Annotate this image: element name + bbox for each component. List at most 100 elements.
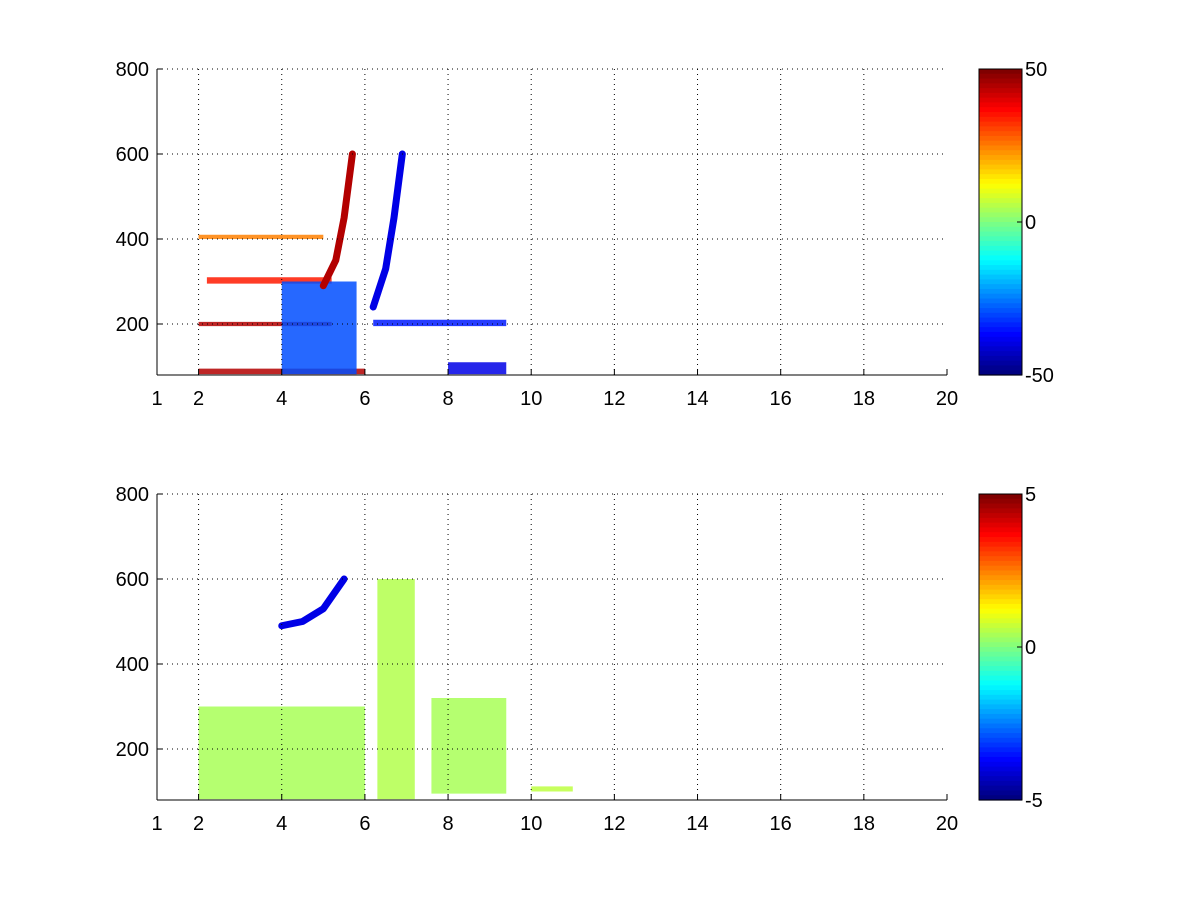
- colorbar-step: [979, 107, 1022, 113]
- x-tick-label: 16: [770, 388, 792, 410]
- colorbar-step: [979, 517, 1022, 524]
- colorbar-step: [979, 551, 1022, 557]
- colorbar-step: [979, 169, 1022, 175]
- colorbar-step: [979, 699, 1022, 705]
- colorbar-step: [979, 260, 1022, 266]
- colorbar-step: [979, 570, 1022, 576]
- colorbar-step: [979, 618, 1022, 624]
- colorbar-step: [979, 704, 1022, 710]
- colorbar-step: [979, 752, 1022, 758]
- x-tick-label: 8: [442, 813, 453, 835]
- colorbar-step: [979, 178, 1022, 185]
- x-tick-label: 16: [770, 813, 792, 835]
- colorbar-tick-label: 50: [1025, 59, 1047, 81]
- heatmap-band-3: [206, 277, 332, 284]
- colorbar-step: [979, 102, 1022, 108]
- colorbar-step: [979, 556, 1022, 562]
- colorbar-step: [979, 709, 1022, 715]
- colorbar-step: [979, 351, 1022, 357]
- colorbar-step: [979, 532, 1022, 538]
- colorbar-step: [979, 680, 1022, 686]
- colorbar-step: [979, 346, 1022, 352]
- heatmap-block-9: [448, 362, 507, 375]
- colorbar-step: [979, 589, 1022, 596]
- colorbar-step: [979, 112, 1022, 118]
- x-tick-label: 10: [520, 813, 542, 835]
- colorbar-step: [979, 756, 1022, 763]
- colorbar-step: [979, 265, 1022, 271]
- colorbar-step: [979, 97, 1022, 104]
- colorbar-step: [979, 312, 1022, 319]
- colorbar-step: [979, 135, 1022, 142]
- colorbar-step: [979, 73, 1022, 80]
- colorbar-step: [979, 766, 1022, 772]
- colorbar-step: [979, 198, 1022, 204]
- colorbar-step: [979, 761, 1022, 768]
- colorbar-step: [979, 594, 1022, 600]
- colorbar-step: [979, 785, 1022, 792]
- colorbar-step: [979, 131, 1022, 137]
- colorbar-step: [979, 742, 1022, 749]
- colorbar-step: [979, 575, 1022, 581]
- colorbar-tick-label: 5: [1025, 484, 1036, 506]
- heatmap-block-3: [377, 579, 415, 800]
- plot-area: [157, 69, 947, 375]
- colorbar-step: [979, 226, 1022, 233]
- colorbar-step: [979, 231, 1022, 237]
- colorbar-step: [979, 164, 1022, 171]
- heatmap-band-1: [198, 321, 332, 327]
- colorbar-step: [979, 217, 1022, 223]
- colorbar-step: [979, 183, 1022, 190]
- colorbar-step: [979, 690, 1022, 696]
- colorbar-step: [979, 771, 1022, 777]
- heatmap-curve-2: [278, 575, 348, 630]
- grid-layer: [157, 68, 947, 375]
- y-tick-label: 200: [116, 739, 149, 761]
- colorbar-step: [979, 150, 1022, 156]
- colorbar-step: [979, 288, 1022, 295]
- colorbar-step: [979, 370, 1022, 376]
- colorbar-step: [979, 88, 1022, 94]
- colorbar-step: [979, 623, 1022, 629]
- colorbar-step: [979, 666, 1022, 672]
- x-tick-label: 2: [193, 813, 204, 835]
- x-tick-label: 14: [686, 388, 708, 410]
- colorbar-tick-label: 0: [1025, 212, 1036, 234]
- y-tick-label: 400: [116, 229, 149, 251]
- colorbar-step: [979, 522, 1022, 529]
- colorbar-step: [979, 608, 1022, 615]
- colorbar-step: [979, 293, 1022, 300]
- colorbar-step: [979, 613, 1022, 619]
- colorbar-step: [979, 651, 1022, 658]
- x-tick-label: 12: [603, 813, 625, 835]
- heatmap-block-4: [431, 698, 507, 794]
- y-tick-label: 800: [116, 59, 149, 81]
- x-tick-label: 18: [853, 388, 875, 410]
- colorbar-step: [979, 365, 1022, 371]
- colorbar-step: [979, 795, 1022, 801]
- x-tick-label: 6: [359, 388, 370, 410]
- colorbar-step: [979, 541, 1022, 548]
- x-tick-label: 6: [359, 813, 370, 835]
- x-tick-label: 4: [276, 813, 287, 835]
- colorbar-step: [979, 728, 1022, 734]
- colorbar-step: [979, 675, 1022, 682]
- colorbar-step: [979, 327, 1022, 333]
- colorbar-step: [979, 508, 1022, 514]
- colorbar-step: [979, 308, 1022, 314]
- colorbar-step: [979, 236, 1022, 242]
- x-tick-label: 20: [936, 813, 958, 835]
- heatmap-curve-6: [319, 150, 356, 290]
- x-tick-label: 10: [520, 388, 542, 410]
- x-tick-label: 8: [442, 388, 453, 410]
- colorbar-step: [979, 317, 1022, 324]
- colorbar-step: [979, 69, 1022, 75]
- colorbar-step: [979, 647, 1022, 653]
- colorbar-tick-label: 0: [1025, 637, 1036, 659]
- colorbar-step: [979, 546, 1022, 552]
- colorbar-step: [979, 241, 1022, 247]
- colorbar-step: [979, 303, 1022, 309]
